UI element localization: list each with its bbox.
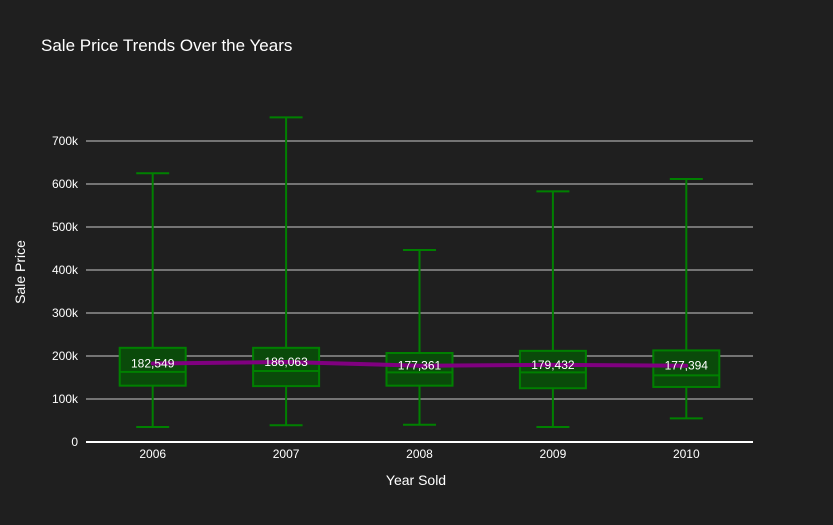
y-axis-label: Sale Price: [12, 240, 28, 304]
mean-line-layer: 182,549 186,063 177,361 179,432 177,394: [131, 355, 708, 373]
box-2009: [518, 190, 587, 428]
mean-data-label: 177,394: [665, 359, 709, 373]
mean-data-label: 182,549: [131, 357, 175, 371]
x-axis-label: Year Sold: [386, 472, 446, 488]
x-tick-label: 2006: [139, 447, 166, 461]
box-2010: [652, 177, 721, 420]
y-tick-label: 100k: [52, 392, 79, 406]
iqr-box: [252, 346, 321, 388]
x-axis-ticks: 2006 2007 2008 2009 2010: [139, 447, 700, 461]
iqr-box: [652, 349, 721, 388]
y-tick-label: 600k: [52, 177, 79, 191]
y-tick-label: 200k: [52, 349, 79, 363]
y-tick-label: 700k: [52, 134, 79, 148]
y-axis-ticks: 0 100k 200k 300k 400k 500k 600k 700k: [52, 134, 79, 449]
y-tick-label: 400k: [52, 263, 79, 277]
mean-data-label: 179,432: [531, 358, 575, 372]
iqr-box: [118, 346, 187, 387]
iqr-box: [385, 351, 454, 387]
box-2008: [385, 249, 454, 426]
x-tick-label: 2008: [406, 447, 433, 461]
y-tick-label: 500k: [52, 220, 79, 234]
mean-data-label: 177,361: [398, 359, 442, 373]
box-2007: [252, 116, 321, 427]
x-tick-label: 2009: [540, 447, 567, 461]
x-tick-label: 2010: [673, 447, 700, 461]
chart-title: Sale Price Trends Over the Years: [41, 36, 292, 55]
iqr-box: [518, 349, 587, 390]
mean-data-label: 186,063: [264, 355, 308, 369]
mean-trend-line: [150, 359, 689, 368]
y-tick-label: 300k: [52, 306, 79, 320]
box-plots: [118, 116, 721, 428]
box-2006: [118, 172, 187, 428]
y-tick-label: 0: [71, 435, 78, 449]
x-tick-label: 2007: [273, 447, 300, 461]
